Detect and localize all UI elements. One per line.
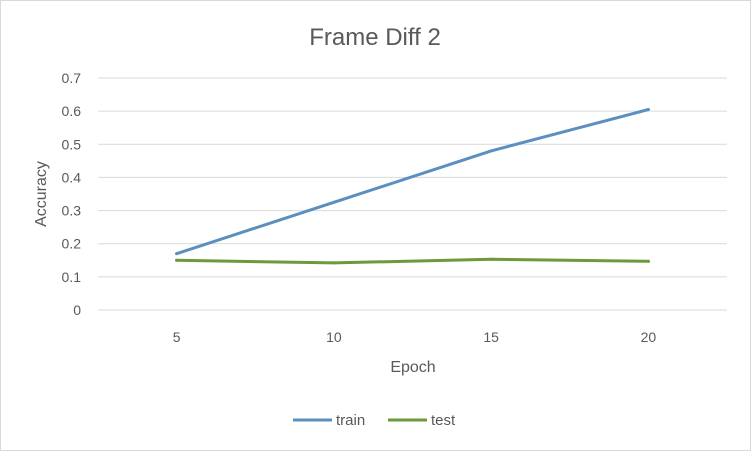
y-tick-label: 0.7: [62, 70, 82, 86]
legend-item-test: test: [388, 412, 456, 429]
data-point-test: [332, 261, 336, 265]
legend-item-train: train: [293, 412, 365, 429]
x-tick-label: 15: [483, 329, 499, 345]
y-tick-label: 0.2: [62, 236, 82, 252]
x-axis-ticks: 5 10 15 20: [173, 329, 657, 345]
x-axis-title: Epoch: [390, 359, 435, 376]
y-axis-title: Accuracy: [33, 161, 50, 227]
series-line-test: [175, 257, 650, 265]
y-tick-label: 0: [73, 302, 81, 318]
series-line-train: [175, 108, 650, 256]
y-tick-label: 0.4: [62, 169, 82, 185]
data-point-test: [175, 258, 179, 262]
x-tick-label: 5: [173, 329, 181, 345]
y-tick-label: 0.6: [62, 103, 82, 119]
legend-label: train: [336, 412, 365, 429]
chart-title: Frame Diff 2: [309, 24, 441, 51]
data-point-train: [646, 107, 650, 111]
legend-label: test: [431, 412, 456, 429]
data-point-test: [489, 257, 493, 261]
data-point-train: [332, 200, 336, 204]
data-point-train: [175, 252, 179, 256]
x-tick-label: 20: [641, 329, 657, 345]
legend: train test: [293, 412, 456, 429]
data-point-train: [489, 149, 493, 153]
x-tick-label: 10: [326, 329, 342, 345]
data-point-test: [646, 259, 650, 263]
y-tick-label: 0.5: [62, 136, 82, 152]
y-tick-label: 0.1: [62, 269, 82, 285]
y-tick-label: 0.3: [62, 203, 82, 219]
y-axis-ticks: 0 0.1 0.2 0.3 0.4 0.5 0.6 0.7: [62, 70, 82, 318]
series-lines: [175, 107, 650, 265]
